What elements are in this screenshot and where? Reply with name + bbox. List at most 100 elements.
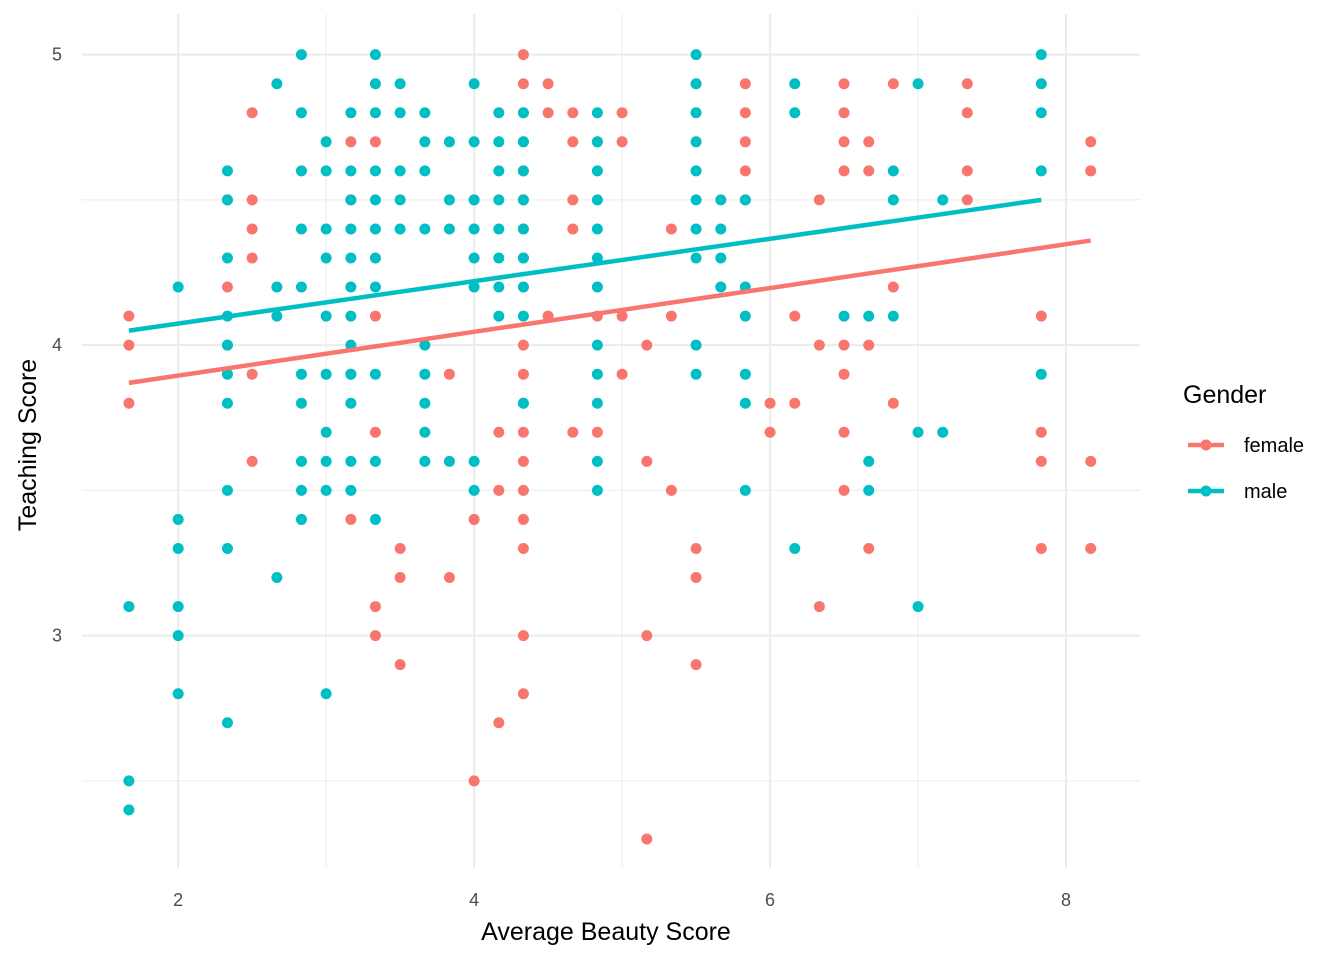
point-male xyxy=(739,310,751,322)
point-male xyxy=(443,223,455,235)
point-female xyxy=(567,136,579,148)
point-male xyxy=(443,194,455,206)
point-male xyxy=(715,194,727,206)
point-female xyxy=(789,310,801,322)
x-tick-label: 8 xyxy=(1061,890,1071,910)
point-male xyxy=(517,194,529,206)
point-female xyxy=(616,368,628,380)
point-male xyxy=(172,630,184,642)
point-female xyxy=(517,455,529,467)
point-female xyxy=(641,833,653,845)
point-male xyxy=(345,397,357,409)
point-female xyxy=(739,136,751,148)
point-male xyxy=(591,194,603,206)
point-male xyxy=(221,484,233,496)
point-male xyxy=(221,717,233,729)
point-male xyxy=(690,339,702,351)
point-male xyxy=(369,455,381,467)
point-female xyxy=(1035,542,1047,554)
point-female xyxy=(369,136,381,148)
point-male xyxy=(123,601,135,613)
point-female xyxy=(468,513,480,525)
y-tick-label: 3 xyxy=(52,626,62,646)
point-male xyxy=(863,310,875,322)
point-female xyxy=(690,572,702,584)
point-male xyxy=(369,107,381,119)
point-female xyxy=(665,484,677,496)
y-tick-label: 4 xyxy=(52,335,62,355)
point-male xyxy=(271,78,283,90)
point-female xyxy=(863,339,875,351)
point-female xyxy=(838,78,850,90)
point-female xyxy=(517,484,529,496)
point-male xyxy=(468,455,480,467)
point-female xyxy=(764,426,776,438)
point-female xyxy=(246,194,258,206)
point-male xyxy=(221,339,233,351)
point-male xyxy=(591,339,603,351)
point-female xyxy=(813,194,825,206)
legend-key-point xyxy=(1200,485,1212,497)
legend-key-point xyxy=(1200,439,1212,451)
point-male xyxy=(320,136,332,148)
point-male xyxy=(493,223,505,235)
point-female xyxy=(567,426,579,438)
fit-lines xyxy=(128,197,1092,386)
point-male xyxy=(468,223,480,235)
point-male xyxy=(468,252,480,264)
point-female xyxy=(838,107,850,119)
point-male xyxy=(937,194,949,206)
point-male xyxy=(443,136,455,148)
point-female xyxy=(887,397,899,409)
point-male xyxy=(1035,49,1047,61)
point-female xyxy=(369,601,381,613)
point-male xyxy=(320,688,332,700)
point-female xyxy=(468,775,480,787)
point-female xyxy=(517,426,529,438)
point-female xyxy=(616,310,628,322)
point-female xyxy=(764,397,776,409)
point-male xyxy=(517,281,529,293)
point-male xyxy=(221,542,233,554)
point-male xyxy=(715,252,727,264)
point-male xyxy=(690,78,702,90)
point-male xyxy=(468,194,480,206)
x-tick-label: 4 xyxy=(469,890,479,910)
point-female xyxy=(887,78,899,90)
point-male xyxy=(394,107,406,119)
point-male xyxy=(493,136,505,148)
point-male xyxy=(863,484,875,496)
point-male xyxy=(789,542,801,554)
point-female xyxy=(616,107,628,119)
fit-line-male xyxy=(128,197,1042,333)
legend: Gender female male xyxy=(1183,381,1304,503)
point-female xyxy=(641,630,653,642)
point-male xyxy=(690,107,702,119)
point-male xyxy=(271,572,283,584)
point-male xyxy=(369,223,381,235)
point-female xyxy=(567,194,579,206)
point-female xyxy=(517,688,529,700)
point-male xyxy=(369,281,381,293)
point-male xyxy=(887,165,899,177)
x-axis-title: Average Beauty Score xyxy=(481,918,731,946)
point-male xyxy=(517,165,529,177)
point-female xyxy=(1035,310,1047,322)
point-female xyxy=(739,165,751,177)
point-female xyxy=(739,107,751,119)
point-female xyxy=(813,601,825,613)
point-female xyxy=(838,136,850,148)
point-male xyxy=(419,339,431,351)
point-female xyxy=(394,572,406,584)
point-female xyxy=(690,659,702,671)
point-male xyxy=(123,775,135,787)
point-female xyxy=(641,339,653,351)
point-male xyxy=(172,688,184,700)
point-male xyxy=(172,542,184,554)
point-male xyxy=(468,136,480,148)
point-male xyxy=(789,107,801,119)
point-male xyxy=(221,252,233,264)
point-female xyxy=(542,107,554,119)
point-female xyxy=(345,513,357,525)
point-female xyxy=(246,368,258,380)
